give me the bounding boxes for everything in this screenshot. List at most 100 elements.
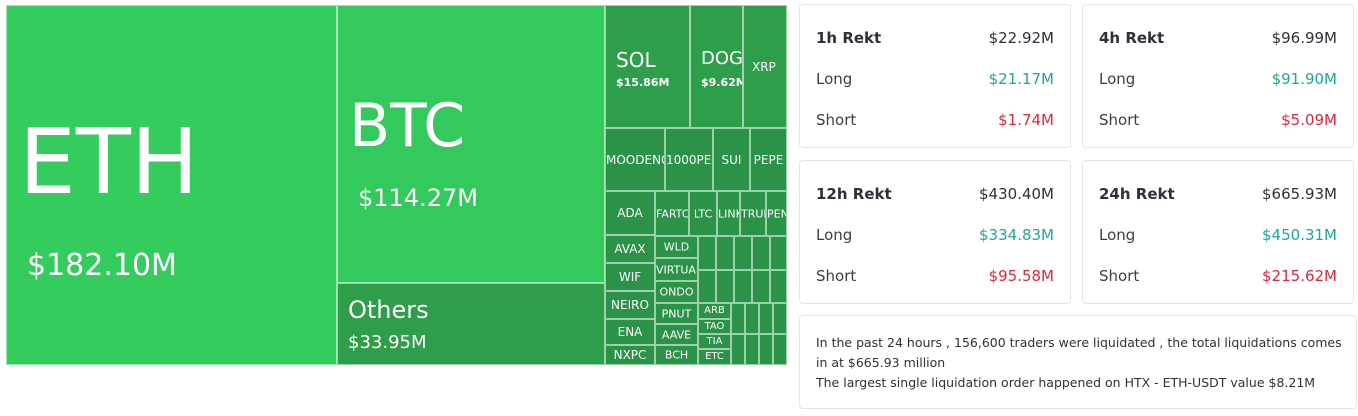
small-tile — [716, 236, 734, 270]
tile-label: DOGE — [701, 48, 743, 69]
treemap-tile: NEIRO — [605, 291, 655, 319]
treemap-tile: VIRTUAL — [655, 258, 698, 281]
tile-label: PENGU — [767, 207, 786, 220]
tile-label: LTC — [693, 207, 713, 220]
tile-label: XRP — [752, 60, 776, 74]
treemap-tile: WLD — [655, 236, 698, 258]
card-row: 4h Rekt $96.99M — [1099, 28, 1337, 48]
treemap-tile: TAO — [698, 319, 731, 334]
tile-label: ADA — [617, 206, 643, 220]
tile-label: PNUT — [661, 307, 692, 320]
small-tile — [770, 270, 787, 303]
treemap-tile: ADA — [605, 191, 655, 235]
tile-label: AAVE — [661, 328, 692, 341]
small-tile — [734, 270, 752, 303]
card-row: 1h Rekt $22.92M — [816, 28, 1054, 48]
tile-label: MOODENG — [606, 152, 665, 167]
row-label: 24h Rekt — [1099, 185, 1175, 203]
treemap-tile: FARTCOIN — [655, 191, 689, 236]
treemap-tile: XRP — [743, 5, 787, 128]
tile-label: AVAX — [614, 242, 646, 256]
rekt-card: 4h Rekt $96.99M Long $91.90M Short $5.09M — [1082, 4, 1354, 148]
info-line: In the past 24 hours , 156,600 traders w… — [816, 335, 1342, 370]
tile-label: NEIRO — [611, 298, 649, 312]
treemap-tile: ETH $182.10M — [6, 5, 337, 365]
tile-label: SUI — [721, 152, 742, 167]
row-label: Long — [816, 226, 853, 244]
treemap-tile: MOODENG — [605, 128, 665, 191]
treemap-tile: TIA — [698, 334, 731, 349]
row-value: $22.92M — [988, 29, 1054, 47]
tile-value: $33.95M — [348, 332, 427, 353]
row-label: Short — [816, 111, 857, 129]
small-tile — [745, 334, 759, 365]
card-row: Long $334.83M — [816, 225, 1054, 245]
small-tile — [731, 334, 745, 365]
card-row: Short $95.58M — [816, 266, 1054, 286]
rekt-card: 24h Rekt $665.93M Long $450.31M Short $215.62… — [1082, 160, 1354, 304]
treemap-tile: ARB — [698, 303, 731, 319]
tile-label: SOL — [616, 48, 656, 72]
tile-label: TIA — [706, 335, 723, 347]
treemap-tile: NXPC — [605, 345, 655, 365]
tile-value: $9.62M — [701, 76, 743, 89]
treemap-tile: Others $33.95M — [337, 283, 605, 365]
treemap-tile: WIF — [605, 263, 655, 291]
small-tile — [752, 270, 770, 303]
tile-label: WIF — [618, 270, 642, 284]
liquidation-treemap: ETH $182.10M BTC $114.27M Others $33.95M SOL $1… — [6, 5, 787, 365]
tile-label: BCH — [664, 348, 689, 362]
tile-label: PEPE — [753, 152, 784, 167]
row-label: Long — [816, 70, 853, 88]
row-label: Short — [816, 267, 857, 285]
tile-label: WLD — [663, 240, 690, 254]
card-row: 12h Rekt $430.40M — [816, 184, 1054, 204]
small-tile — [745, 303, 759, 334]
treemap-tile: ONDO — [655, 281, 698, 303]
tile-value: $182.10M — [27, 248, 177, 283]
row-label: 1h Rekt — [816, 29, 882, 47]
row-value: $430.40M — [979, 185, 1054, 203]
tile-label: LINK — [718, 207, 739, 220]
treemap-tile: PEPE — [750, 128, 787, 191]
row-label: Long — [1099, 70, 1136, 88]
row-value: $215.62M — [1262, 267, 1337, 285]
tile-label: Others — [348, 296, 429, 324]
treemap-tile: ETC — [698, 349, 731, 365]
treemap-tile: AAVE — [655, 324, 698, 345]
row-label: 12h Rekt — [816, 185, 892, 203]
treemap-tile: AVAX — [605, 235, 655, 263]
small-tile — [716, 270, 734, 303]
row-label: Short — [1099, 111, 1140, 129]
tile-label: BTC — [349, 91, 466, 161]
treemap-tile: TRUMP — [740, 191, 766, 236]
row-value: $1.74M — [998, 111, 1054, 129]
treemap-tile: ENA — [605, 319, 655, 345]
small-tile — [773, 334, 787, 365]
small-tile — [770, 236, 787, 270]
info-box: In the past 24 hours , 156,600 traders w… — [799, 315, 1357, 409]
treemap-tile: SUI — [713, 128, 750, 191]
treemap-tile: LTC — [689, 191, 717, 236]
treemap-tile: BTC $114.27M — [337, 5, 605, 283]
tile-label: FARTCOIN — [656, 207, 689, 220]
card-row: Short $215.62M — [1099, 266, 1337, 286]
small-tile — [731, 303, 745, 334]
info-line: The largest single liquidation order hap… — [816, 375, 1316, 390]
tile-label: ENA — [617, 325, 643, 339]
row-value: $91.90M — [1271, 70, 1337, 88]
tile-label: VIRTUAL — [656, 263, 698, 276]
small-tile — [759, 334, 773, 365]
treemap-tile: BCH — [655, 345, 698, 365]
row-value: $5.09M — [1281, 111, 1337, 129]
rekt-card: 1h Rekt $22.92M Long $21.17M Short $1.74M — [799, 4, 1071, 148]
tile-value: $114.27M — [358, 184, 478, 212]
tile-label: 1000PEPE — [666, 152, 712, 167]
treemap-tile: PNUT — [655, 303, 698, 324]
small-tile — [734, 236, 752, 270]
card-row: 24h Rekt $665.93M — [1099, 184, 1337, 204]
treemap-tile: 1000PEPE — [665, 128, 713, 191]
tile-label: ETC — [705, 351, 724, 362]
treemap-tile: LINK — [717, 191, 740, 236]
